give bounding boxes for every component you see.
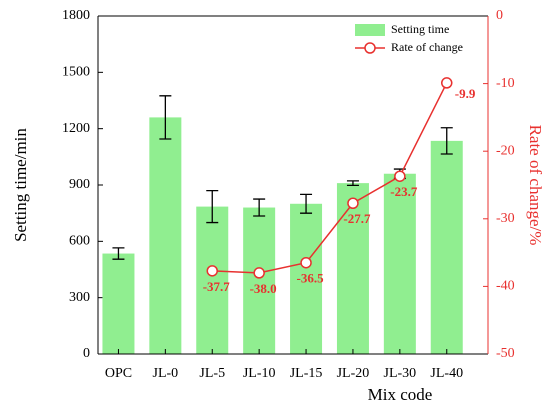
y2-tick-label: -50	[496, 346, 515, 361]
data-label: -9.9	[455, 86, 476, 101]
y2-tick-label: -20	[496, 143, 515, 158]
y-tick-label: 300	[69, 290, 90, 305]
y-tick-label: 1800	[62, 8, 90, 23]
error-bar	[300, 193, 313, 214]
y-tick-label: 900	[69, 177, 90, 192]
bar	[336, 183, 369, 354]
y2-tick-label: 0	[496, 8, 503, 23]
legend-swatch	[355, 24, 385, 36]
x-tick-label: JL-10	[243, 366, 276, 381]
error-bar	[346, 180, 359, 187]
y-tick-label: 600	[69, 234, 90, 249]
y-tick-label: 0	[83, 346, 90, 361]
x-axis-label: Mix code	[368, 385, 433, 404]
marker	[394, 170, 406, 182]
x-tick-label: JL-0	[153, 366, 179, 381]
error-bar	[253, 198, 266, 217]
bar	[149, 117, 182, 355]
error-bar	[206, 189, 219, 224]
y2-tick-label: -40	[496, 279, 515, 294]
y-tick-label: 1500	[62, 65, 90, 80]
marker	[206, 265, 218, 277]
legend-marker	[364, 42, 376, 54]
data-label: -37.7	[203, 279, 231, 294]
marker	[253, 267, 265, 279]
bar	[243, 207, 276, 354]
bar	[430, 140, 463, 354]
error-bar	[112, 247, 125, 260]
legend-label: Rate of change	[391, 40, 463, 54]
x-tick-label: OPC	[105, 366, 132, 381]
marker	[347, 197, 359, 210]
y-axis-label: Setting time/min	[11, 128, 30, 242]
legend-label: Setting time	[391, 22, 449, 36]
y2-axis-label: Rate of change/%	[526, 125, 545, 246]
data-label: -27.7	[343, 211, 371, 226]
x-tick-label: JL-20	[337, 366, 370, 381]
data-label: -23.7	[390, 184, 418, 199]
marker	[441, 77, 453, 89]
x-tick-label: JL-30	[384, 366, 417, 381]
x-tick-label: JL-5	[199, 366, 225, 381]
bar	[102, 253, 135, 354]
x-tick-label: JL-40	[430, 366, 463, 381]
y2-tick-label: -10	[496, 76, 515, 91]
y-tick-label: 1200	[62, 121, 90, 136]
y2-tick-label: -30	[496, 211, 515, 226]
marker	[300, 256, 312, 269]
x-tick-label: JL-15	[290, 366, 323, 381]
bar	[383, 173, 416, 354]
bar	[290, 203, 323, 354]
error-bar	[159, 95, 172, 140]
bar	[196, 206, 229, 354]
data-label: -36.5	[297, 271, 325, 286]
data-label: -38.0	[250, 281, 277, 296]
line	[212, 82, 448, 274]
error-bar	[440, 127, 453, 155]
